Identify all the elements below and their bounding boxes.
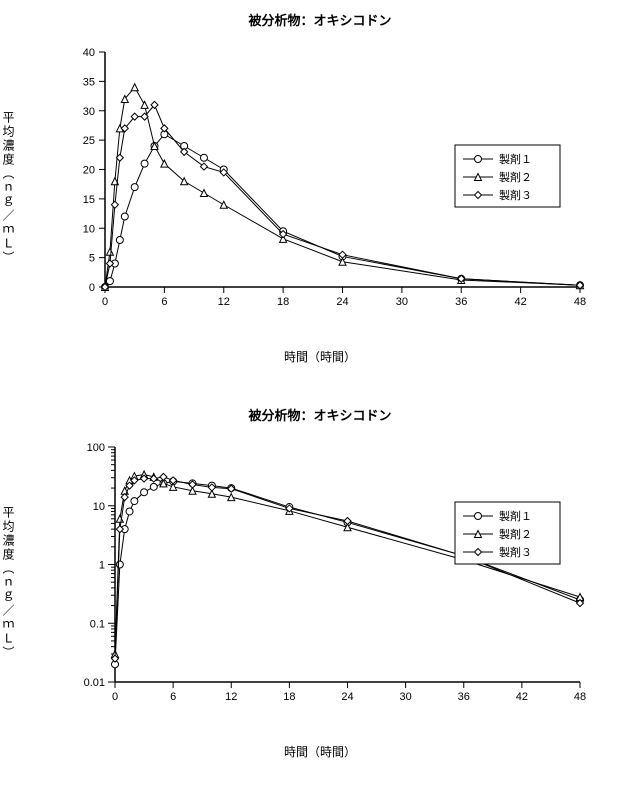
- svg-text:36: 36: [455, 296, 467, 308]
- svg-text:0: 0: [102, 296, 108, 308]
- svg-text:製剤１: 製剤１: [499, 152, 532, 166]
- svg-text:0.1: 0.1: [90, 618, 105, 630]
- svg-text:18: 18: [277, 296, 289, 308]
- svg-text:12: 12: [225, 691, 237, 703]
- svg-text:1: 1: [99, 560, 105, 572]
- svg-text:48: 48: [574, 296, 586, 308]
- svg-text:15: 15: [83, 194, 95, 206]
- svg-text:36: 36: [458, 691, 470, 703]
- svg-text:24: 24: [341, 691, 353, 703]
- chart2-ylabel: 平均濃度（ｎｇ／ｍＬ）: [0, 506, 17, 660]
- svg-text:30: 30: [396, 296, 408, 308]
- svg-text:42: 42: [516, 691, 528, 703]
- chart1-title: 被分析物：オキシコドン: [10, 10, 630, 29]
- chart1-ylabel: 平均濃度（ｎｇ／ｍＬ）: [0, 111, 17, 265]
- svg-text:12: 12: [218, 296, 230, 308]
- chart2-title: 被分析物：オキシコドン: [10, 405, 630, 424]
- svg-text:18: 18: [283, 691, 295, 703]
- chart1-xlabel: 時間（時間）: [10, 348, 630, 365]
- svg-text:25: 25: [83, 135, 95, 147]
- svg-text:100: 100: [87, 442, 105, 454]
- chart-linear: 被分析物：オキシコドン 平均濃度（ｎｇ／ｍＬ） 0612182430364248…: [10, 10, 630, 365]
- svg-text:0.01: 0.01: [84, 677, 105, 689]
- chart1-svg: 0 6 12 18 24 30 36 42 48 0 5 10 15 20 25 30 35 40 製剤１ 製剤２ 製剤…: [50, 37, 590, 342]
- svg-text:6: 6: [161, 296, 167, 308]
- svg-text:製剤３: 製剤３: [499, 545, 532, 559]
- svg-text:40: 40: [83, 47, 95, 59]
- svg-text:30: 30: [83, 106, 95, 118]
- svg-text:製剤２: 製剤２: [499, 527, 532, 541]
- svg-text:10: 10: [93, 501, 105, 513]
- chart2-svg: 0 6 12 18 24 30 36 42 48 0.01 0.1 1 10 100 製剤１ 製剤２ 製剤３: [50, 432, 590, 737]
- svg-text:10: 10: [83, 223, 95, 235]
- svg-text:35: 35: [83, 76, 95, 88]
- svg-text:5: 5: [89, 253, 95, 265]
- svg-text:42: 42: [515, 296, 527, 308]
- chart2-xlabel: 時間（時間）: [10, 743, 630, 760]
- svg-text:0: 0: [89, 282, 95, 294]
- svg-text:製剤２: 製剤２: [499, 170, 532, 184]
- svg-text:20: 20: [83, 165, 95, 177]
- svg-text:48: 48: [574, 691, 586, 703]
- svg-text:6: 6: [170, 691, 176, 703]
- svg-text:製剤３: 製剤３: [499, 188, 532, 202]
- chart-log: 被分析物：オキシコドン 平均濃度（ｎｇ／ｍＬ） 0612182430364248…: [10, 405, 630, 760]
- svg-text:24: 24: [336, 296, 348, 308]
- svg-text:30: 30: [400, 691, 412, 703]
- svg-text:0: 0: [112, 691, 118, 703]
- svg-text:製剤１: 製剤１: [499, 509, 532, 523]
